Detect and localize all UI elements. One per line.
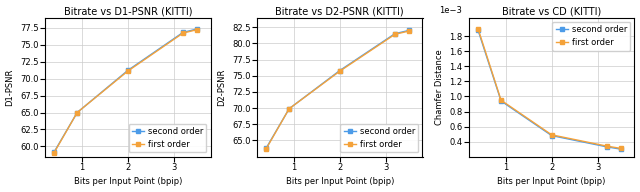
second order [262,147,270,149]
first order [124,70,132,72]
first order [603,145,611,147]
second order [391,32,399,35]
second order [51,151,58,153]
second order [474,29,482,31]
first order [51,151,58,154]
second order [193,28,200,30]
first order [179,32,187,34]
second order [336,70,344,72]
X-axis label: Bits per Input Point (bpip): Bits per Input Point (bpip) [74,177,182,186]
first order [405,30,413,32]
first order [497,99,505,101]
X-axis label: Bits per Input Point (bpip): Bits per Input Point (bpip) [285,177,394,186]
second order [124,69,132,72]
second order [497,100,505,102]
second order [603,146,611,148]
second order [548,134,556,137]
Y-axis label: D2-PSNR: D2-PSNR [218,68,227,106]
Line: second order: second order [52,27,198,154]
first order [193,29,200,31]
second order [179,31,187,34]
first order [262,148,270,150]
first order [548,134,556,136]
Line: first order: first order [264,29,410,151]
Line: first order: first order [476,27,622,150]
Legend: second order, first order: second order, first order [340,124,419,152]
first order [285,108,293,110]
Legend: second order, first order: second order, first order [552,22,630,50]
second order [405,29,413,32]
X-axis label: Bits per Input Point (bpip): Bits per Input Point (bpip) [497,177,606,186]
Line: second order: second order [264,29,410,150]
Title: Bitrate vs D2-PSNR (KITTI): Bitrate vs D2-PSNR (KITTI) [275,7,404,17]
second order [74,111,81,114]
first order [336,70,344,72]
first order [617,147,625,150]
Y-axis label: D1-PSNR: D1-PSNR [6,68,15,106]
Legend: second order, first order: second order, first order [129,124,206,152]
second order [617,148,625,150]
first order [74,111,81,114]
Line: first order: first order [52,28,198,154]
first order [474,28,482,30]
Title: Bitrate vs CD (KITTI): Bitrate vs CD (KITTI) [502,7,602,17]
Title: Bitrate vs D1-PSNR (KITTI): Bitrate vs D1-PSNR (KITTI) [63,7,192,17]
Y-axis label: Chamfer Distance: Chamfer Distance [435,49,444,125]
second order [285,108,293,110]
Text: 1e−3: 1e−3 [439,6,462,15]
Line: second order: second order [476,29,622,151]
first order [391,33,399,36]
